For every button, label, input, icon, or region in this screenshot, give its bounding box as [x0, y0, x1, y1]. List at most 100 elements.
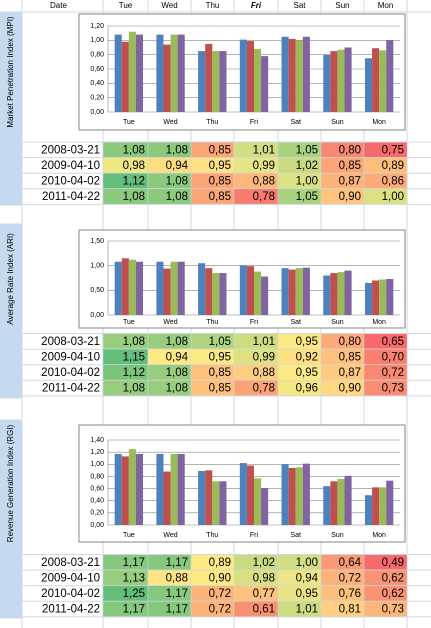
- bar: [219, 481, 227, 525]
- bar: [372, 280, 380, 315]
- cell-value: 0,88: [166, 572, 188, 584]
- cell-value: 1,17: [166, 557, 188, 569]
- bar: [281, 36, 289, 112]
- bar: [323, 486, 331, 525]
- cell-value: 0,73: [382, 383, 404, 395]
- x-tick-label: Fri: [250, 319, 259, 326]
- bar: [323, 54, 331, 112]
- bar: [177, 453, 185, 525]
- bar: [330, 51, 338, 112]
- header-day: Fri: [251, 1, 262, 10]
- bar: [295, 467, 303, 525]
- cell-value: 0,98: [253, 572, 275, 584]
- cell-value: 0,90: [339, 383, 361, 395]
- x-tick-label: Mon: [372, 532, 386, 539]
- bar: [288, 467, 296, 525]
- bar: [323, 275, 331, 315]
- x-tick-label: Fri: [250, 532, 259, 539]
- cell-value: 1,15: [123, 351, 145, 363]
- cell-value: 0,90: [339, 191, 361, 203]
- cell-value: 0,92: [296, 351, 318, 363]
- header-day: Sun: [335, 1, 349, 10]
- x-tick-label: Wed: [163, 532, 177, 539]
- row-date: 2009-04-10: [41, 160, 100, 172]
- bar: [121, 456, 129, 525]
- cell-value: 0,78: [253, 191, 275, 203]
- cell-value: 1,17: [166, 604, 188, 616]
- cell-value: 0,81: [339, 604, 361, 616]
- cell-value: 1,17: [166, 588, 188, 600]
- bar: [295, 40, 303, 113]
- y-tick-label: 1,20: [90, 449, 104, 456]
- cell-value: 0,85: [209, 191, 231, 203]
- bar: [198, 263, 206, 315]
- bar: [246, 465, 254, 525]
- cell-value: 0,96: [296, 383, 318, 395]
- bar: [261, 276, 269, 315]
- bar: [288, 38, 296, 112]
- cell-value: 0,73: [382, 604, 404, 616]
- y-tick-label: 0,00: [90, 312, 104, 319]
- y-tick-label: 1,40: [90, 437, 104, 444]
- x-tick-label: Sun: [331, 319, 344, 326]
- cell-value: 0,88: [253, 176, 275, 188]
- x-tick-label: Tue: [123, 319, 135, 326]
- y-tick-label: 1,00: [90, 461, 104, 468]
- cell-value: 1,08: [123, 191, 145, 203]
- bar: [205, 470, 213, 525]
- bar: [337, 272, 345, 315]
- x-tick-label: Sun: [331, 119, 344, 126]
- cell-value: 0,95: [296, 588, 318, 600]
- y-axis-label: Average Rate Index (ARI): [6, 233, 15, 325]
- bar: [239, 463, 247, 525]
- bar: [219, 51, 227, 112]
- bar: [219, 273, 227, 315]
- bar: [170, 34, 178, 112]
- row-date: 2011-04-22: [42, 604, 100, 616]
- bar: [261, 56, 269, 112]
- bar: [156, 261, 164, 315]
- cell-value: 0,88: [253, 367, 275, 379]
- cell-value: 0,89: [382, 160, 404, 172]
- cell-value: 1,08: [166, 336, 188, 348]
- bar: [337, 49, 345, 112]
- bar: [261, 487, 269, 525]
- cell-value: 1,05: [296, 144, 318, 156]
- bar: [379, 487, 387, 525]
- cell-value: 0,98: [123, 160, 145, 172]
- bar: [135, 34, 144, 112]
- cell-value: 0,87: [339, 367, 361, 379]
- y-tick-label: 0,20: [90, 95, 104, 102]
- cell-value: 1,25: [123, 588, 145, 600]
- cell-value: 0,78: [253, 383, 275, 395]
- bar: [177, 261, 185, 315]
- row-date: 2008-03-21: [41, 557, 100, 569]
- bar: [128, 31, 136, 112]
- cell-value: 0,94: [296, 572, 319, 584]
- cell-value: 1,05: [209, 336, 231, 348]
- header-day: Mon: [378, 1, 394, 10]
- cell-value: 0,85: [339, 351, 361, 363]
- y-tick-label: 0,00: [90, 109, 104, 116]
- x-tick-label: Wed: [163, 319, 177, 326]
- cell-value: 0,95: [296, 336, 318, 348]
- bar: [198, 470, 206, 525]
- cell-value: 0,61: [253, 604, 275, 616]
- bar: [177, 34, 185, 112]
- y-tick-label: 0,40: [90, 498, 104, 505]
- y-tick-label: 0,60: [90, 485, 104, 492]
- bar: [344, 270, 352, 315]
- bar: [114, 34, 122, 112]
- bar: [302, 267, 310, 315]
- bar: [364, 495, 373, 525]
- bar: [135, 453, 144, 525]
- row-date: 2008-03-21: [41, 144, 100, 156]
- y-tick-label: 1,00: [90, 263, 104, 270]
- cell-value: 0,62: [382, 588, 404, 600]
- bar: [344, 47, 352, 112]
- cell-value: 1,01: [253, 144, 275, 156]
- row-date: 2010-04-02: [41, 176, 100, 188]
- cell-value: 0,95: [209, 351, 231, 363]
- label-cell: [0, 11, 23, 206]
